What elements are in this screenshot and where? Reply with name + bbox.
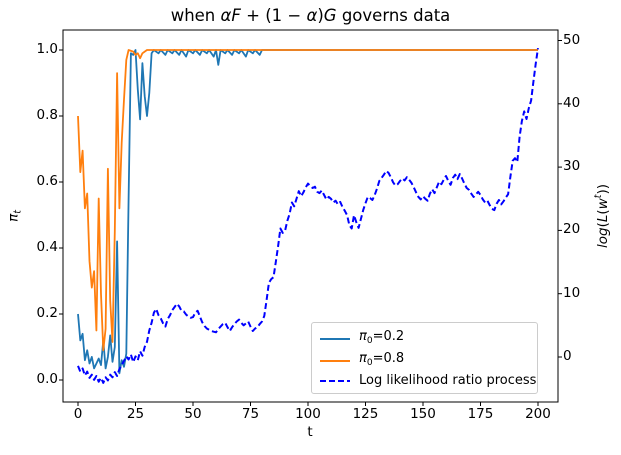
series-line-0-8 (77, 49, 538, 352)
legend-line-sample (320, 360, 350, 363)
text-segment: t (12, 210, 24, 214)
x-tick-label: 0 (73, 406, 83, 422)
text-segment: α (306, 6, 318, 25)
legend-item: Log likelihood ratio process (320, 372, 536, 389)
text-segment: Log likelihood ratio process (359, 373, 537, 389)
y-right-tick-label: 0 (563, 347, 572, 364)
text-segment: log (595, 227, 612, 248)
y-left-tick-label: 0.4 (36, 238, 58, 255)
y-right-tick-label: 40 (563, 94, 581, 111)
text-segment: 0 (366, 358, 373, 369)
x-tick-label: 200 (525, 406, 551, 422)
text-segment: π (5, 213, 22, 222)
text-segment: ) (317, 6, 324, 25)
text-segment: governs data (336, 6, 451, 25)
text-segment: π (359, 329, 367, 344)
legend-label: π0=0.8 (359, 350, 404, 372)
text-segment: t (592, 194, 604, 199)
x-tick-label: 150 (410, 406, 436, 422)
legend-item: π0=0.2 (320, 328, 529, 350)
text-segment: =0.8 (372, 351, 405, 367)
y-right-tick-label: 50 (563, 31, 581, 48)
text-segment: αF (220, 6, 241, 25)
y-right-tick-label: 20 (563, 221, 581, 238)
y-left-tick-label: 0.8 (36, 106, 58, 123)
x-tick-label: 125 (352, 406, 379, 422)
text-segment: ( (595, 222, 612, 228)
x-tick-label: 75 (241, 406, 260, 422)
y-right-tick-label: 30 (563, 158, 581, 175)
legend-item: π0=0.8 (320, 350, 529, 372)
y-left-tick-label: 0.0 (36, 370, 58, 387)
legend-dashed-line-sample (320, 379, 350, 382)
text-segment: 0 (366, 336, 373, 347)
x-tick-label: 25 (126, 406, 145, 422)
legend-label: Log likelihood ratio process (359, 372, 536, 389)
y-right-tick-label: 10 (563, 284, 581, 301)
x-axis-label: t (307, 424, 313, 440)
legend-line-sample (320, 338, 350, 341)
x-tick-label: 50 (184, 406, 202, 422)
text-segment: π (359, 351, 367, 367)
text-segment: L (595, 214, 612, 223)
text-segment: ( (595, 209, 612, 215)
legend-label: π0=0.2 (359, 328, 404, 350)
x-tick-label: 175 (467, 406, 494, 422)
text-segment: w (595, 198, 612, 210)
text-segment: G (323, 6, 337, 25)
y-left-tick-label: 0.6 (36, 172, 58, 189)
y-left-axis-label: πt (6, 210, 27, 222)
legend: π0=0.2 π0=0.8 Log likelihood ratio process (311, 322, 538, 394)
series-line-log-likelihood-ratio-process (77, 47, 539, 384)
y-left-tick-label: 1.0 (36, 40, 58, 57)
y-left-tick-label: 0.2 (36, 304, 58, 321)
text-segment: when (170, 6, 221, 25)
y-right-axis-label: log(L(wt)) (591, 184, 611, 248)
text-segment: + (1 − (240, 6, 307, 25)
text-segment: =0.2 (372, 329, 405, 344)
text-segment: )) (595, 184, 612, 195)
plot-spines (62, 29, 559, 403)
x-tick-label: 100 (295, 406, 321, 422)
chart-title: when αF + (1 − α)G governs data (0, 5, 621, 26)
